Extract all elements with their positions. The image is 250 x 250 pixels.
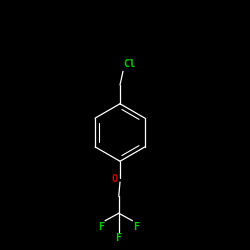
Text: F: F (98, 222, 104, 232)
Text: Cl: Cl (124, 59, 136, 69)
Text: O: O (111, 174, 117, 184)
Text: F: F (116, 233, 122, 243)
Text: F: F (134, 222, 140, 232)
